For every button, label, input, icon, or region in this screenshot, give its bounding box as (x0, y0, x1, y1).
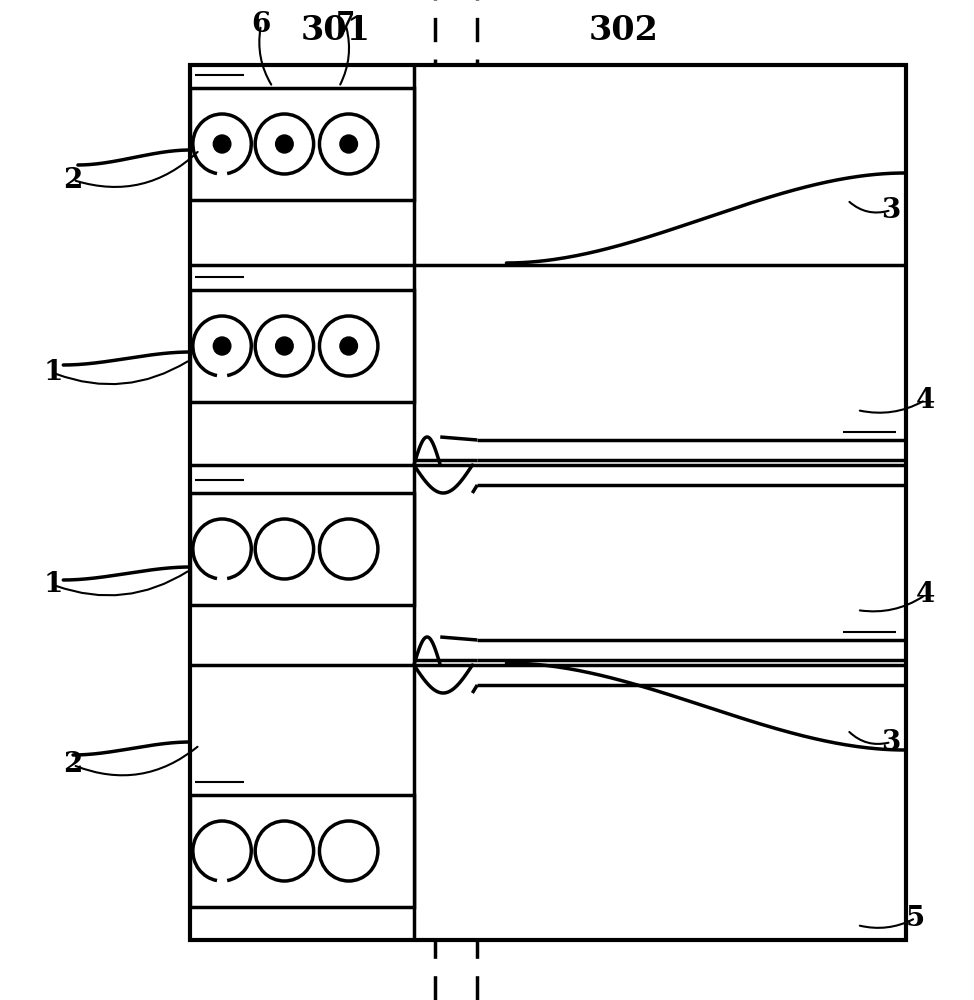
Bar (190, 795, 414, 907)
Bar (190, 493, 414, 605)
Circle shape (213, 337, 231, 355)
Text: 6: 6 (251, 11, 271, 38)
Text: 1: 1 (44, 360, 63, 386)
Text: 7: 7 (336, 11, 356, 38)
Text: 301: 301 (301, 13, 371, 46)
Text: 3: 3 (881, 728, 901, 756)
Circle shape (276, 337, 293, 355)
Text: 4: 4 (916, 386, 935, 414)
Bar (190, 65, 906, 940)
Circle shape (340, 135, 357, 153)
Text: 302: 302 (588, 13, 658, 46)
Circle shape (340, 337, 357, 355)
Bar (190, 88, 414, 200)
Circle shape (276, 135, 293, 153)
Text: 4: 4 (916, 582, 935, 608)
Text: 2: 2 (63, 752, 83, 778)
Bar (190, 290, 414, 402)
Text: 3: 3 (881, 196, 901, 224)
Text: 2: 2 (63, 166, 83, 194)
Text: 1: 1 (44, 572, 63, 598)
Text: 5: 5 (906, 904, 925, 932)
Circle shape (213, 135, 231, 153)
